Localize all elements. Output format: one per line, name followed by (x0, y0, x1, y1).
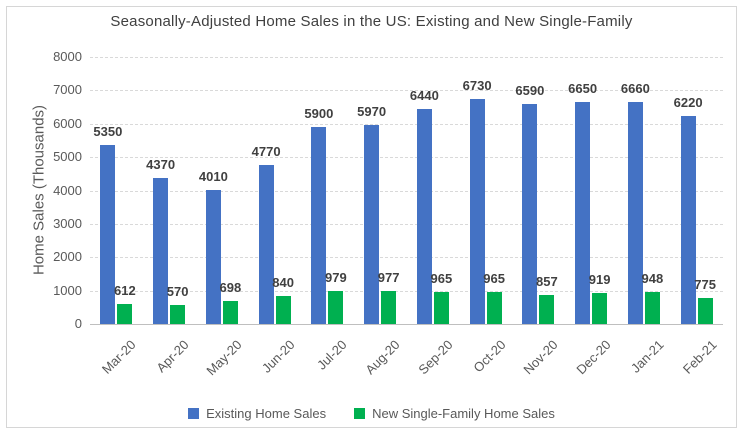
bar-existing (416, 109, 432, 324)
data-label: 4370 (146, 157, 176, 173)
bar-new-single-family (117, 303, 133, 324)
y-tick-label: 1000 (53, 282, 82, 298)
data-label: 5900 (304, 106, 334, 122)
y-tick-label: 6000 (53, 115, 82, 131)
data-label: 6660 (620, 80, 650, 96)
data-label: 775 (694, 277, 716, 293)
data-label: 5350 (93, 124, 123, 140)
data-label: 6590 (515, 83, 545, 99)
legend-item: New Single-Family Home Sales (354, 406, 555, 421)
data-label: 698 (219, 279, 242, 295)
gridline (90, 290, 723, 292)
bar-existing (311, 127, 327, 324)
gridline (90, 157, 723, 159)
bar-new-single-family (328, 291, 344, 324)
bar-existing (469, 99, 485, 324)
bar-existing (100, 145, 116, 324)
data-label: 6650 (568, 81, 598, 97)
y-tick-label: 3000 (53, 215, 82, 231)
data-label: 4770 (251, 143, 281, 159)
bar-new-single-family (433, 291, 449, 324)
data-label: 965 (483, 270, 505, 286)
data-label: 979 (325, 270, 347, 286)
y-tick-label: 7000 (53, 82, 82, 98)
data-label: 6730 (462, 78, 492, 94)
y-tick-label: 4000 (53, 182, 82, 198)
bar-existing (522, 104, 538, 324)
data-label: 977 (377, 270, 400, 286)
legend-swatch (188, 408, 200, 419)
gridline (90, 257, 723, 259)
legend-label: Existing Home Sales (206, 406, 327, 421)
bar-new-single-family (381, 291, 397, 324)
data-label: 965 (430, 270, 453, 286)
data-label: 857 (536, 274, 558, 290)
data-label: 948 (641, 271, 664, 287)
y-tick-label: 8000 (53, 49, 82, 64)
gridline (90, 90, 723, 92)
data-label: 612 (114, 282, 136, 298)
data-label: 5970 (357, 103, 387, 119)
data-label: 919 (588, 272, 611, 288)
bar-existing (364, 124, 380, 324)
y-tick-label: 2000 (53, 249, 82, 265)
gridline (90, 223, 723, 225)
data-label: 4010 (198, 169, 228, 185)
y-tick-label: 0 (74, 316, 82, 331)
y-tick-label: 5000 (53, 149, 82, 165)
bar-new-single-family (222, 300, 238, 324)
legend-item: Existing Home Sales (188, 406, 326, 421)
data-label: 6440 (409, 88, 439, 104)
bar-existing (680, 116, 696, 324)
bar-new-single-family (486, 291, 502, 324)
bar-new-single-family (170, 304, 186, 324)
data-label: 6220 (673, 95, 703, 111)
chart-border (6, 6, 737, 428)
bar-new-single-family (539, 295, 555, 324)
data-label: 840 (272, 274, 294, 290)
bar-new-single-family (275, 295, 291, 324)
bar-new-single-family (644, 292, 660, 324)
gridline (90, 123, 723, 125)
bar-new-single-family (592, 293, 608, 324)
gridline (90, 190, 723, 192)
bar-existing (575, 102, 591, 324)
gridline (90, 57, 723, 58)
bar-existing (258, 164, 274, 324)
bar-existing (627, 101, 643, 324)
chart-title: Seasonally-Adjusted Home Sales in the US… (110, 13, 633, 30)
data-label: 570 (166, 283, 189, 299)
plot-area: 5350 612 4370 570 4010 698 4770 840 5900 979 5970 9… (90, 57, 723, 325)
bar-new-single-family (697, 298, 713, 324)
legend-swatch (354, 408, 366, 419)
bar-existing (153, 178, 169, 324)
legend-label: New Single-Family Home Sales (372, 406, 555, 421)
bar-existing (205, 190, 221, 324)
legend: Existing Home Sales New Single-Family Hom… (0, 406, 743, 421)
x-axis-line (90, 324, 723, 325)
